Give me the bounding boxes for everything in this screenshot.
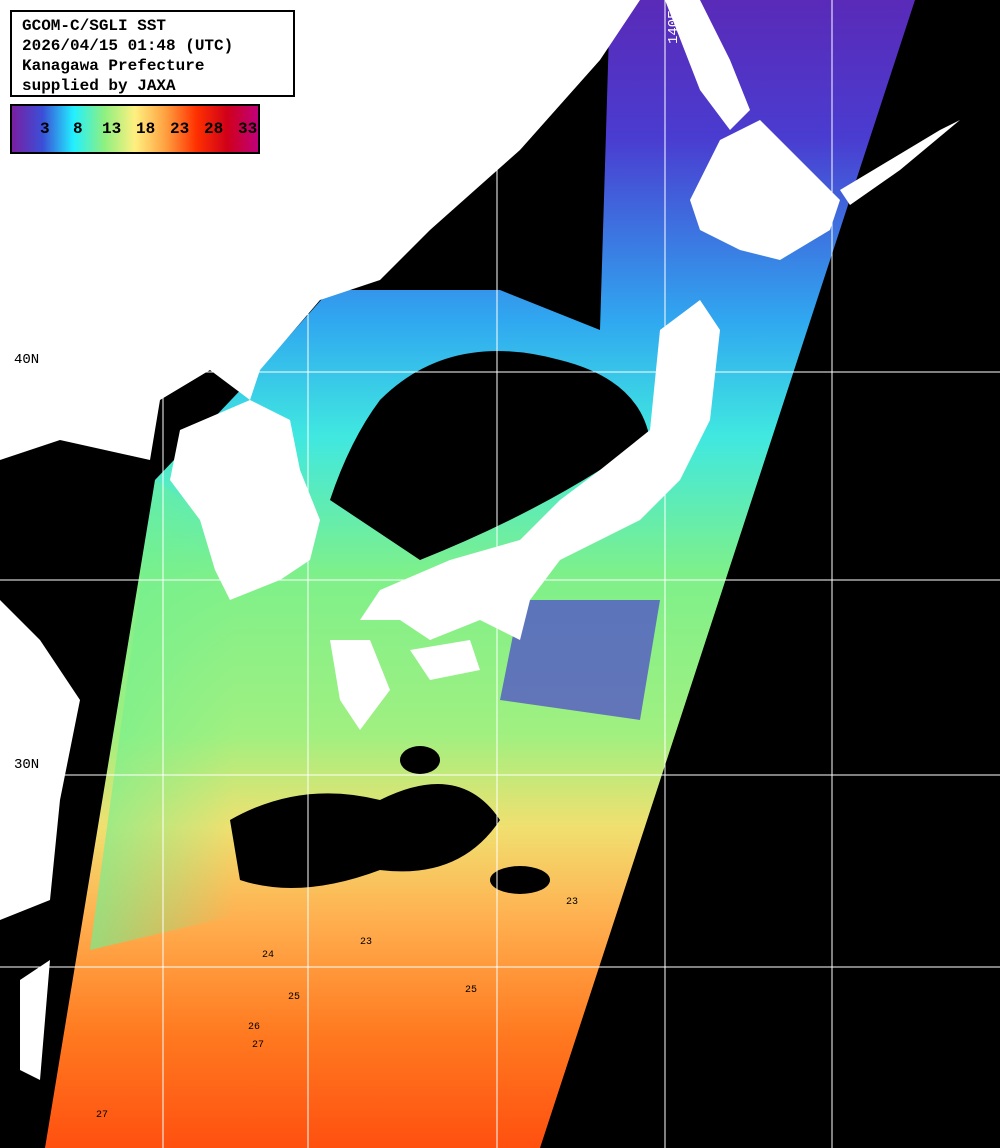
contour-label: 25	[465, 985, 478, 996]
swath-east-purple	[500, 600, 660, 720]
contour-label: 23	[566, 897, 579, 908]
product-name: GCOM-C/SGLI SST	[22, 17, 167, 35]
contour-label: 27	[252, 1040, 265, 1051]
colorbar-tick: 8	[73, 120, 83, 138]
lat-label-30n: 30N	[14, 757, 40, 773]
colorbar-tick: 28	[204, 120, 224, 138]
color-scale-bar: 3 8 13 18 23 28 33	[10, 104, 260, 154]
contour-label: 23	[360, 937, 373, 948]
observation-time: 2026/04/15 01:48 (UTC)	[22, 37, 234, 55]
colorbar-tick: 3	[40, 120, 50, 138]
contour-label: 25	[288, 992, 301, 1003]
colorbar-tick: 33	[238, 120, 258, 138]
colorbar-tick: 23	[170, 120, 190, 138]
contour-label: 24	[262, 950, 275, 961]
cloud-mask	[230, 351, 650, 894]
lon-label-140e: 140E	[666, 10, 682, 44]
supplier: supplied by JAXA	[22, 77, 176, 95]
region-name: Kanagawa Prefecture	[22, 57, 205, 75]
colorbar-tick: 13	[102, 120, 122, 138]
title-box: GCOM-C/SGLI SST 2026/04/15 01:48 (UTC) K…	[10, 10, 295, 97]
contour-label: 27	[96, 1110, 109, 1121]
colorbar-tick: 18	[136, 120, 156, 138]
lat-label-40n: 40N	[14, 352, 40, 368]
contour-label: 26	[248, 1022, 261, 1033]
